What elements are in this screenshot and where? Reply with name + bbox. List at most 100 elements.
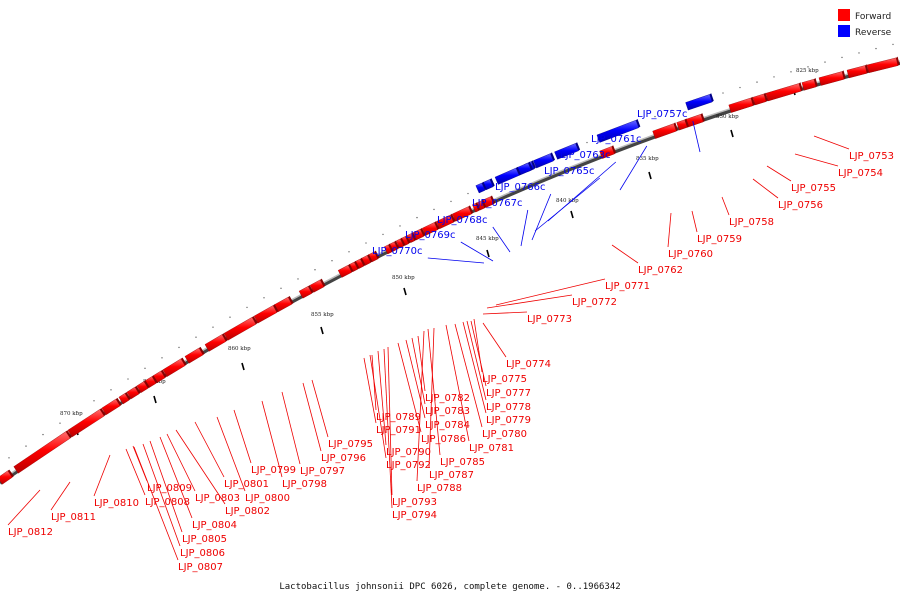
minor-tick-mark — [416, 216, 418, 219]
leader-line-ljp-0804 — [159, 436, 193, 519]
minor-tick-mark — [331, 259, 333, 262]
gene-edge — [252, 316, 258, 325]
leader-line-ljp-0803 — [166, 433, 196, 492]
minor-tick-mark — [841, 56, 843, 59]
tick-label-855-kbp: 855 kbp — [311, 312, 334, 318]
gene-body — [184, 347, 204, 364]
leader-line-ljp-0785 — [427, 328, 441, 456]
forward-gene-feature — [866, 56, 900, 73]
leader-line-ljp-0784 — [405, 339, 426, 419]
gene-label-ljp-0782: LJP_0782 — [425, 393, 470, 404]
leader-line-ljp-0812 — [7, 489, 41, 526]
leader-line-ljp-0792 — [369, 354, 387, 459]
minor-tick-mark — [671, 109, 673, 112]
gene-edge — [160, 369, 167, 378]
gene-edge — [180, 357, 187, 366]
leader-line-ljp-0756 — [752, 178, 779, 199]
gene-edge — [143, 380, 150, 389]
gene-label-ljp-0794: LJP_0794 — [392, 510, 437, 521]
gene-label-ljp-0786: LJP_0786 — [421, 434, 466, 445]
gene-edge — [7, 469, 14, 478]
gene-label-ljp-0754: LJP_0754 — [838, 168, 883, 179]
legend-forward-swatch — [838, 9, 850, 21]
gene-body — [752, 93, 767, 106]
leader-line-ljp-0774 — [482, 322, 507, 358]
major-tick-mark — [730, 129, 734, 138]
gene-body — [676, 119, 688, 131]
leader-line-ljp-0796 — [302, 382, 322, 452]
gene-body — [383, 244, 393, 255]
gene-body — [801, 78, 817, 91]
leader-line-ljp-0759 — [691, 210, 698, 233]
leader-line-ljp-0802 — [175, 429, 226, 505]
gene-edge — [481, 199, 487, 209]
leader-line-ljp-0773 — [482, 311, 528, 315]
minor-tick-mark — [42, 433, 44, 436]
gene-edge — [575, 142, 581, 151]
gene-edge — [611, 145, 617, 154]
gene-edge — [673, 122, 678, 132]
leader-line-ljp-0770c — [427, 257, 485, 264]
minor-tick-mark — [246, 306, 248, 309]
legend-forward-label: Forward — [855, 12, 891, 22]
leader-line-ljp-0768c — [492, 226, 511, 253]
minor-tick-mark — [807, 66, 809, 68]
reverse-gene-feature — [533, 152, 555, 169]
gene-body — [685, 94, 713, 111]
gene-label-ljp-0778: LJP_0778 — [486, 402, 531, 413]
gene-edge — [360, 257, 366, 267]
gene-edge — [841, 70, 846, 80]
forward-gene-feature — [0, 469, 14, 485]
gene-edge — [475, 202, 481, 211]
major-tick-mark — [570, 210, 574, 219]
leader-line-ljp-0810 — [93, 454, 111, 497]
leader-line-ljp-0753 — [813, 135, 850, 150]
leader-line-ljp-0783 — [411, 337, 426, 405]
gene-body — [475, 182, 486, 194]
minor-tick-mark — [467, 192, 469, 195]
leader-line-ljp-0795 — [311, 379, 329, 438]
major-tick-mark — [320, 326, 324, 335]
minor-tick-mark — [229, 316, 231, 318]
forward-gene-feature — [162, 357, 187, 377]
gene-label-ljp-0781: LJP_0781 — [469, 443, 514, 454]
forward-gene-feature — [452, 205, 474, 222]
gene-label-ljp-0787: LJP_0787 — [429, 470, 474, 481]
gene-edge — [531, 160, 536, 169]
minor-tick-mark — [76, 411, 78, 413]
tick-label-870-kbp: 870 kbp — [60, 411, 83, 417]
gene-label-ljp-0758: LJP_0758 — [729, 217, 774, 228]
gene-body — [494, 167, 520, 185]
gene-body — [728, 97, 754, 113]
gene-label-ljp-0760: LJP_0760 — [668, 249, 713, 260]
minor-tick-mark — [739, 86, 741, 89]
forward-gene-feature — [818, 70, 846, 86]
gene-body — [67, 409, 105, 438]
leader-line-ljp-0767c — [520, 209, 529, 247]
tick-label-840-kbp: 840 kbp — [556, 198, 579, 204]
minor-tick-mark — [110, 389, 112, 391]
leader-line-ljp-0765c — [534, 177, 601, 232]
minor-tick-mark — [348, 251, 350, 253]
gene-label-ljp-0810: LJP_0810 — [94, 498, 139, 509]
reverse-gene-feature — [596, 119, 641, 143]
gene-label-ljp-0765c: LJP_0765c — [544, 166, 595, 177]
gene-edge — [65, 430, 72, 439]
gene-edge — [450, 213, 456, 223]
gene-edge — [288, 295, 294, 305]
leader-line-ljp-0772 — [486, 294, 573, 309]
gene-body — [652, 123, 677, 139]
tick-label-830-kbp: 830 kbp — [716, 114, 739, 120]
minor-tick-mark — [178, 346, 180, 349]
gene-label-ljp-0755: LJP_0755 — [791, 183, 836, 194]
gene-label-ljp-0809: LJP_0809 — [147, 483, 192, 494]
forward-gene-feature — [472, 202, 481, 213]
gene-edge — [115, 397, 122, 406]
leader-line-ljp-0799 — [233, 409, 252, 464]
legend-reverse-swatch — [838, 25, 850, 37]
gene-label-ljp-0775: LJP_0775 — [482, 374, 527, 385]
gene-body — [337, 264, 353, 278]
major-tick-mark — [486, 249, 490, 258]
